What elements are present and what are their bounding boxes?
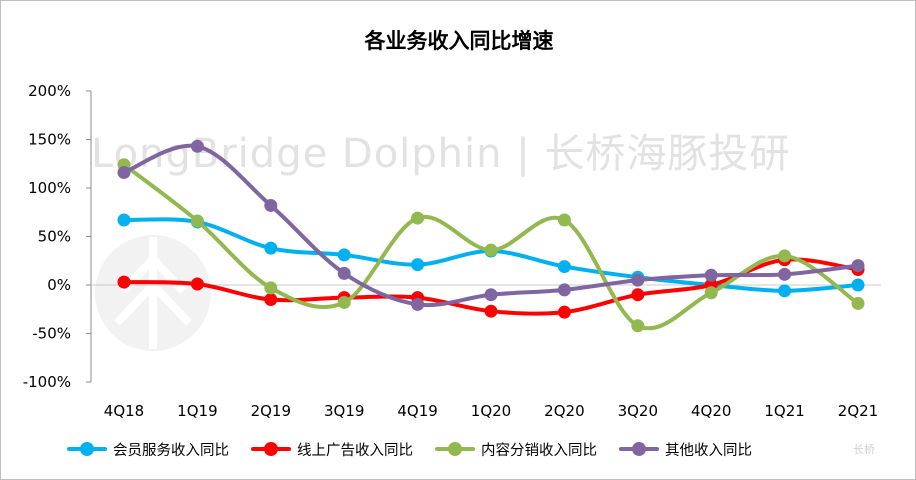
- data-point: [264, 198, 278, 212]
- data-point: [190, 139, 204, 153]
- data-point: [337, 295, 351, 309]
- legend: 会员服务收入同比 线上广告收入同比 内容分销收入同比 其他收入同比: [67, 434, 774, 464]
- data-point: [337, 266, 351, 280]
- data-point: [190, 277, 204, 291]
- y-tick-label: 150%: [28, 131, 71, 149]
- x-tick-label: 4Q20: [691, 402, 731, 420]
- data-point: [190, 214, 204, 228]
- legend-swatch: [251, 442, 291, 456]
- x-tick-label: 1Q19: [177, 402, 217, 420]
- data-point: [484, 288, 498, 302]
- data-point: [704, 286, 718, 300]
- data-point: [484, 243, 498, 257]
- legend-label: 内容分销收入同比: [481, 442, 597, 459]
- x-tick-label: 2Q19: [251, 402, 291, 420]
- series-group: [117, 139, 865, 311]
- data-point: [631, 319, 645, 333]
- x-tick-label: 1Q21: [764, 402, 804, 420]
- x-tick-label: 2Q21: [838, 402, 878, 420]
- data-point: [117, 165, 131, 179]
- y-tick-label: 200%: [28, 82, 71, 100]
- longbridge-logo-watermark: [95, 235, 211, 351]
- data-point: [264, 281, 278, 295]
- series-group: [117, 158, 865, 333]
- y-tick-label: -50%: [32, 325, 71, 343]
- footer-watermark: 长桥: [853, 443, 875, 456]
- y-tick-label: 100%: [28, 179, 71, 197]
- series-line: [122, 143, 860, 308]
- legend-label: 线上广告收入同比: [297, 442, 413, 459]
- y-tick-label: -100%: [23, 373, 71, 391]
- legend-item: 线上广告收入同比: [251, 439, 413, 460]
- data-point: [704, 268, 718, 282]
- legend-label: 其他收入同比: [665, 442, 752, 459]
- data-point: [631, 288, 645, 302]
- data-point: [117, 213, 131, 227]
- data-point: [411, 258, 425, 272]
- legend-item: 会员服务收入同比: [67, 439, 229, 460]
- x-tick-label: 3Q20: [618, 402, 658, 420]
- data-point: [557, 260, 571, 274]
- watermark-text: LongBridge Dolphin | 长桥海豚投研: [91, 131, 791, 177]
- y-tick-label: 0%: [47, 276, 71, 294]
- data-point: [778, 267, 792, 281]
- data-point: [631, 273, 645, 287]
- data-point: [557, 305, 571, 319]
- x-tick-label: 2Q20: [544, 402, 584, 420]
- legend-swatch: [67, 442, 107, 456]
- legend-label: 会员服务收入同比: [113, 442, 229, 459]
- x-tick-label: 1Q20: [471, 402, 511, 420]
- data-point: [557, 283, 571, 297]
- data-point: [851, 296, 865, 310]
- data-point: [264, 241, 278, 255]
- legend-swatch: [435, 442, 475, 456]
- series-group: [117, 253, 865, 319]
- data-point: [411, 297, 425, 311]
- x-tick-label: 4Q18: [104, 402, 144, 420]
- data-point: [851, 278, 865, 292]
- x-tick-label: 3Q19: [324, 402, 364, 420]
- data-point: [778, 284, 792, 298]
- data-point: [557, 213, 571, 227]
- data-point: [411, 211, 425, 225]
- legend-swatch: [619, 442, 659, 456]
- x-tick-label: 4Q19: [397, 402, 437, 420]
- data-point: [264, 293, 278, 307]
- data-point: [337, 248, 351, 262]
- data-point: [117, 275, 131, 289]
- legend-item: 其他收入同比: [619, 439, 752, 460]
- data-point: [851, 259, 865, 273]
- chart-title: 各业务收入同比增速: [364, 29, 554, 53]
- data-point: [778, 249, 792, 263]
- legend-item: 内容分销收入同比: [435, 439, 597, 460]
- y-tick-label: 50%: [38, 228, 71, 246]
- data-point: [484, 304, 498, 318]
